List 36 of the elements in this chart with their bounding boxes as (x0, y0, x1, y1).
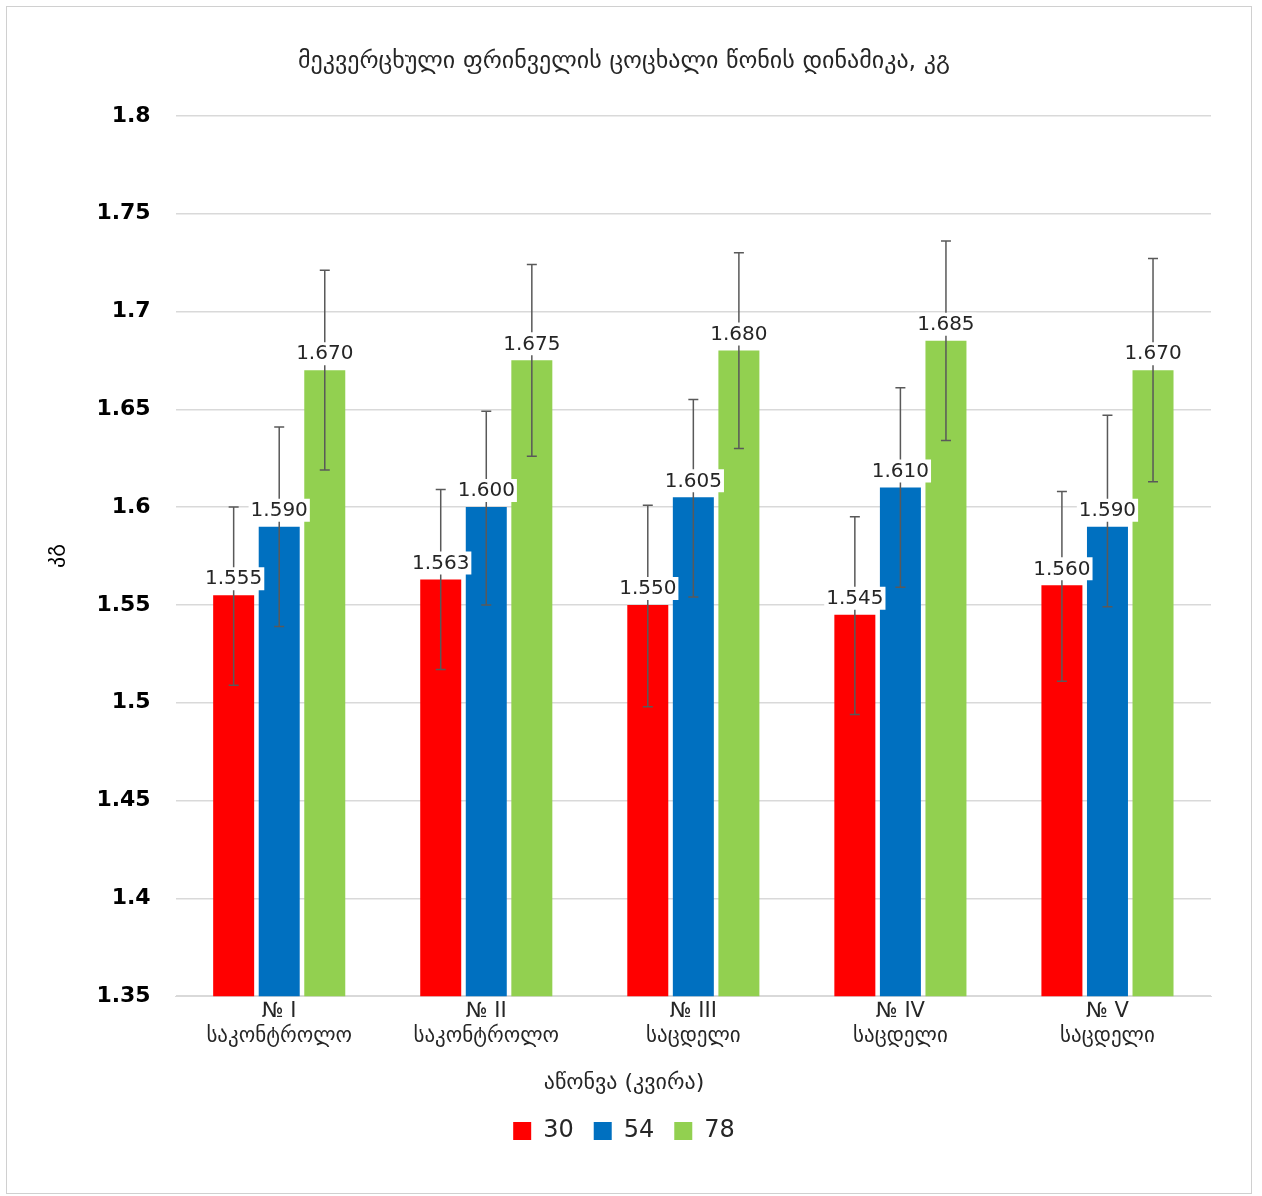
y-tick-label: 1.8 (111, 101, 151, 127)
y-tick-label: 1.4 (111, 884, 151, 910)
data-label: 1.555 (205, 565, 263, 590)
data-label: 1.675 (503, 330, 561, 355)
data-label: 1.550 (619, 575, 677, 600)
y-tick-label: 1.5 (111, 688, 151, 714)
y-axis-title: კგ (39, 543, 65, 569)
x-tick-label: № IV საცდელი (853, 998, 948, 1048)
data-label: 1.563 (412, 549, 470, 574)
data-label: 1.545 (826, 584, 884, 609)
data-label: 1.590 (1078, 496, 1137, 521)
x-tick-label: № V საცდელი (1060, 998, 1155, 1048)
data-label: 1.670 (296, 340, 354, 365)
y-tick-label: 1.6 (111, 492, 151, 518)
y-tick-label: 1.35 (96, 981, 151, 1007)
data-label: 1.600 (457, 477, 515, 502)
data-label: 1.610 (871, 457, 930, 482)
legend-label: 54 (623, 1115, 655, 1144)
x-tick-label: № III საცდელი (645, 998, 741, 1048)
legend-label: 30 (543, 1115, 574, 1144)
data-label: 1.680 (710, 320, 768, 345)
legend-label: 78 (704, 1115, 735, 1144)
x-tick-label: № I საკონტროლო (206, 998, 353, 1048)
x-tick-label: № II საკონტროლო (413, 998, 560, 1048)
data-label: 1.685 (917, 310, 975, 335)
data-label: 1.590 (250, 496, 308, 521)
y-tick-label: 1.45 (96, 786, 151, 812)
data-label: 1.560 (1033, 555, 1091, 580)
data-label: 1.670 (1124, 340, 1182, 365)
y-tick-label: 1.7 (111, 297, 151, 323)
y-tick-label: 1.55 (96, 590, 151, 616)
legend-title: აწონვა (კვირა) (543, 1069, 705, 1095)
y-tick-label: 1.75 (96, 199, 151, 225)
chart-title: მეკვერცხული ფრინველის ცოცხალი წონის დინამიკა, კგ (297, 45, 951, 74)
y-tick-label: 1.65 (96, 394, 151, 420)
data-label: 1.605 (664, 467, 722, 492)
